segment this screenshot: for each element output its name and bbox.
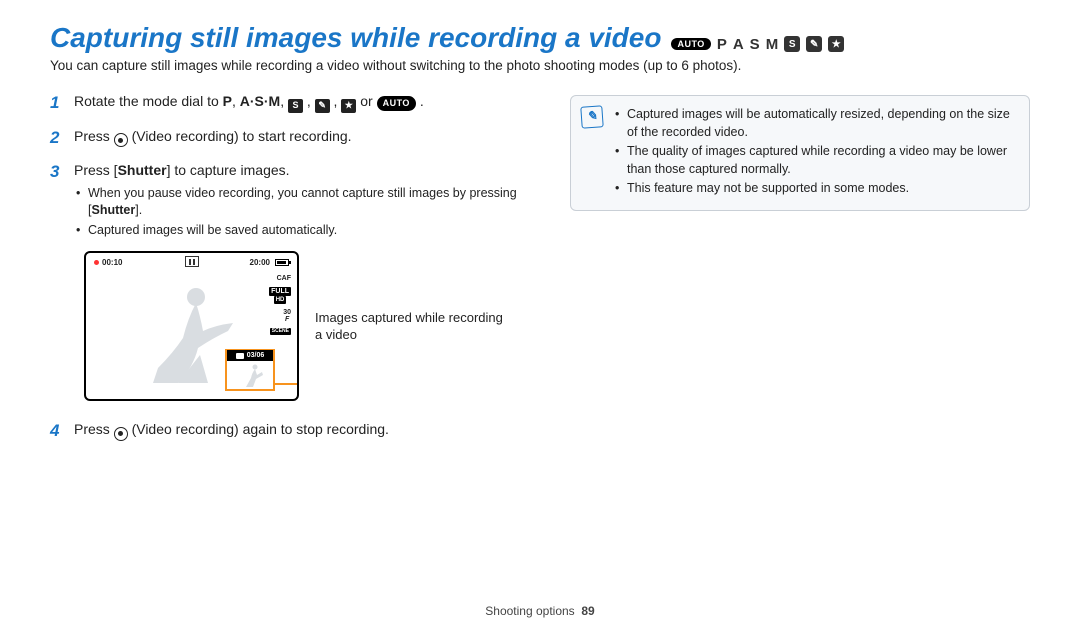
dancer-thumb-icon [241, 363, 267, 389]
step4-mid: (Video recording) again to stop recordin… [132, 421, 389, 437]
camera-icon [236, 353, 244, 359]
note-item-3: This feature may not be supported in som… [615, 180, 1015, 198]
record-button-icon [114, 427, 128, 441]
full-badge: FULL [269, 287, 291, 296]
remaining-time: 20:00 [250, 258, 270, 267]
caf-label: CAF [277, 275, 291, 282]
scene-badge: SCENE [270, 328, 291, 335]
caption-l2: a video [315, 327, 357, 342]
mode-m: M [766, 36, 779, 53]
thumbnail-caption: Images captured while recording a video [315, 309, 503, 344]
record-button-icon [114, 133, 128, 147]
mode-p: P [717, 36, 727, 53]
step-num: 4 [50, 419, 64, 444]
mode-a: A [733, 36, 744, 53]
note-icon: ✎ [580, 105, 603, 128]
mode-s: S [750, 36, 760, 53]
page-subtitle: You can capture still images while recor… [50, 58, 1030, 73]
step-1: 1 Rotate the mode dial to P, A·S·M, S , … [50, 91, 540, 116]
mode-smart-icon: S [288, 99, 303, 113]
step1-or: or [360, 93, 376, 109]
step3-bullet-1: When you pause video recording, you cann… [76, 185, 540, 220]
mode-smart-icon: S [784, 36, 800, 52]
footer-page: 89 [581, 604, 594, 618]
step-num: 2 [50, 126, 64, 151]
step-2: 2 Press (Video recording) to start recor… [50, 126, 540, 151]
page-footer: Shooting options 89 [0, 604, 1080, 618]
f-label: F [285, 316, 289, 323]
step-4: 4 Press (Video recording) again to stop … [50, 419, 540, 444]
fps-label: 30 [283, 309, 291, 316]
mode-custom-icon: ✎ [315, 99, 330, 113]
b1a: When you pause video recording, you cann… [88, 186, 517, 218]
step3-bullet-2: Captured images will be saved automatica… [76, 222, 540, 240]
note-item-1: Captured images will be automatically re… [615, 106, 1015, 141]
mode-asm-inline: A·S·M [240, 93, 280, 109]
caption-l1: Images captured while recording [315, 310, 503, 325]
captured-thumbnail: 03/06 [225, 349, 275, 391]
callout-line [273, 383, 299, 385]
step1-text-pre: Rotate the mode dial to [74, 93, 223, 109]
header-mode-icons: AUTO P A S M S ✎ ★ [671, 36, 844, 53]
step-3: 3 Press [Shutter] to capture images. Whe… [50, 160, 540, 241]
step-num: 3 [50, 160, 64, 241]
step2-mid: (Video recording) to start recording. [132, 128, 352, 144]
footer-section: Shooting options [485, 604, 574, 618]
mode-magic-icon: ★ [828, 36, 844, 52]
auto-mode-pill: AUTO [377, 96, 416, 111]
note-box: ✎ Captured images will be automatically … [570, 95, 1030, 211]
pause-icon [185, 256, 199, 267]
shutter-bold: Shutter [118, 162, 167, 178]
auto-mode-pill: AUTO [671, 38, 710, 50]
thumb-counter: 03/06 [247, 352, 265, 359]
mode-magic-icon: ★ [341, 99, 356, 113]
b1b: ]. [135, 203, 142, 217]
step2-pre: Press [74, 128, 114, 144]
step1-suffix: . [420, 93, 424, 109]
rec-time: 00:10 [102, 258, 122, 267]
note-item-2: The quality of images captured while rec… [615, 143, 1015, 178]
step-num: 1 [50, 91, 64, 116]
rec-dot-icon [94, 260, 99, 265]
page-title: Capturing still images while recording a… [50, 22, 661, 54]
b1bold: Shutter [91, 203, 135, 217]
camera-screen-illustration: 00:10 20:00 CAF FULL HD 30 F SCENE [84, 251, 299, 401]
mode-p-inline: P [223, 93, 232, 109]
step3-a: Press [ [74, 162, 118, 178]
mode-custom-icon: ✎ [806, 36, 822, 52]
hd-badge: HD [274, 296, 287, 304]
step4-pre: Press [74, 421, 114, 437]
battery-icon [275, 259, 289, 266]
step3-b: ] to capture images. [167, 162, 290, 178]
